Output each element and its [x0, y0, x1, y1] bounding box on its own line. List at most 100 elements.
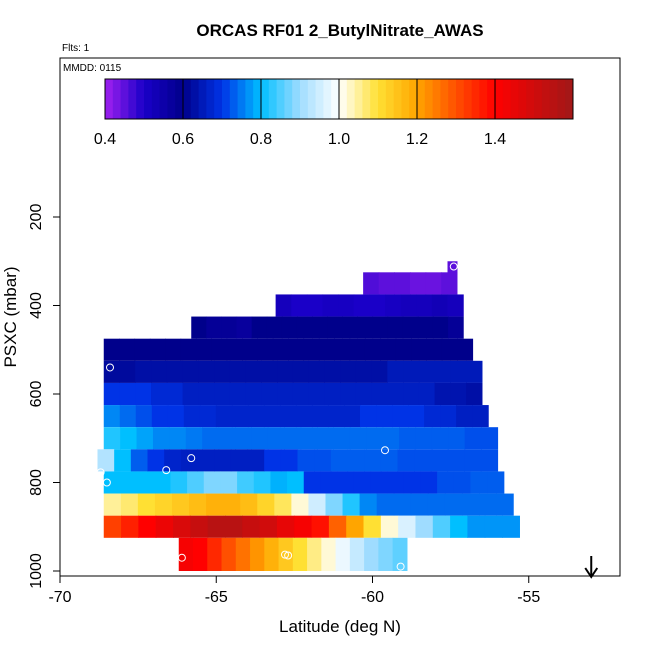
colorbar-segment	[417, 79, 426, 119]
heatmap-cell	[223, 493, 241, 516]
colorbar-segment	[378, 79, 387, 119]
colorbar-segment	[331, 79, 340, 119]
heatmap-cell	[385, 294, 402, 317]
heatmap-cell	[371, 360, 388, 383]
heatmap-cell	[370, 471, 388, 494]
heatmap-cell	[426, 338, 443, 361]
y-tick-label: 400	[28, 292, 45, 319]
sample-point	[381, 446, 389, 455]
colorbar-segment	[159, 79, 168, 119]
colorbar-segment	[198, 79, 207, 119]
heatmap-cell	[327, 405, 345, 428]
heatmap-cell	[337, 471, 355, 494]
heatmap-cell	[266, 316, 283, 339]
colorbar-segment	[565, 79, 574, 119]
colorbar-segment	[541, 79, 551, 119]
heatmap-cell	[202, 427, 220, 450]
heatmap-cell	[120, 471, 138, 494]
colorbar-tick-label: 0.6	[172, 131, 194, 148]
heatmap-cell	[376, 405, 393, 428]
heatmap-cell	[247, 405, 265, 428]
heatmap-cell	[311, 405, 329, 428]
heatmap-cell	[155, 515, 174, 538]
heatmap-cell	[187, 471, 205, 494]
colorbar-segment	[502, 79, 512, 119]
heatmap-cell	[343, 405, 361, 428]
heatmap-cell	[277, 382, 294, 406]
heatmap-cell	[417, 316, 434, 339]
heatmap-cell	[191, 316, 207, 339]
heatmap-cell	[264, 449, 282, 472]
heatmap-cell	[180, 338, 197, 361]
heatmap-cell	[291, 493, 310, 516]
colorbar-segment	[183, 79, 192, 119]
heatmap-cell	[178, 537, 194, 571]
heatmap-cell	[484, 515, 503, 538]
heatmap-cell	[166, 360, 184, 383]
heatmap-cell	[387, 316, 404, 339]
heatmap-cell	[441, 272, 458, 295]
heatmap-cell	[173, 515, 191, 538]
heatmap-cell	[347, 449, 365, 472]
colorbar-segment	[323, 79, 332, 119]
colorbar-segment	[307, 79, 317, 119]
colorbar-segment	[471, 79, 480, 119]
x-tick-label: -65	[205, 589, 228, 606]
heatmap-cell	[387, 382, 404, 406]
heatmap-cell	[303, 471, 322, 494]
colorbar-segment	[292, 79, 301, 119]
heatmap-cell	[378, 272, 395, 295]
heatmap-cells	[97, 261, 520, 571]
heatmap-cell	[324, 382, 341, 406]
heatmap-cell	[430, 449, 449, 472]
heatmap-cell	[308, 360, 325, 383]
heatmap-cell	[321, 537, 337, 571]
heatmap-cell	[416, 294, 433, 317]
heatmap-cell	[448, 427, 466, 450]
heatmap-cell	[199, 405, 217, 428]
heatmap-cell	[103, 360, 121, 383]
heatmap-cell	[103, 471, 122, 494]
colorbar-segment	[526, 79, 535, 119]
heatmap-cell	[322, 294, 339, 317]
heatmap-cell	[240, 493, 258, 516]
heatmap-cell	[294, 515, 313, 538]
heatmap-cell	[349, 338, 366, 361]
heatmap-cell	[335, 537, 351, 571]
colorbar-segment	[339, 79, 348, 119]
heatmap-cell	[206, 316, 223, 339]
heatmap-cell	[308, 382, 325, 406]
heatmap-cell	[214, 449, 232, 472]
heatmap-cell	[136, 427, 154, 450]
heatmap-cell	[276, 515, 295, 538]
heatmap-cell	[355, 382, 373, 406]
heatmap-cell	[279, 405, 297, 428]
heatmap-cell	[103, 493, 122, 516]
heatmap-cell	[251, 427, 269, 450]
heatmap-cell	[479, 493, 497, 516]
colorbar-segment	[456, 79, 465, 119]
heatmap-cell	[464, 449, 482, 472]
heatmap-cell	[346, 515, 365, 538]
heatmap-cell	[393, 493, 412, 516]
heatmap-cell	[450, 515, 469, 538]
heatmap-cell	[353, 294, 370, 317]
heatmap-cell	[221, 537, 237, 571]
heatmap-cell	[103, 427, 121, 450]
heatmap-cell	[287, 471, 305, 494]
heatmap-cell	[415, 427, 433, 450]
heatmap-cell	[270, 471, 288, 494]
heatmap-cell	[342, 493, 361, 516]
heatmap-cell	[325, 493, 344, 516]
heatmap-cell	[292, 382, 310, 406]
heatmap-cell	[182, 382, 199, 406]
chart-title: ORCAS RF01 2_ButylNitrate_AWAS	[196, 21, 483, 40]
heatmap-cell	[467, 515, 486, 538]
heatmap-cell	[147, 449, 165, 472]
colorbar-segment	[362, 79, 371, 119]
colorbar-segment	[253, 79, 262, 119]
heatmap-cell	[154, 493, 173, 516]
heatmap-cell	[280, 449, 299, 472]
sample-point	[281, 550, 289, 559]
heatmap-cell	[165, 338, 182, 361]
